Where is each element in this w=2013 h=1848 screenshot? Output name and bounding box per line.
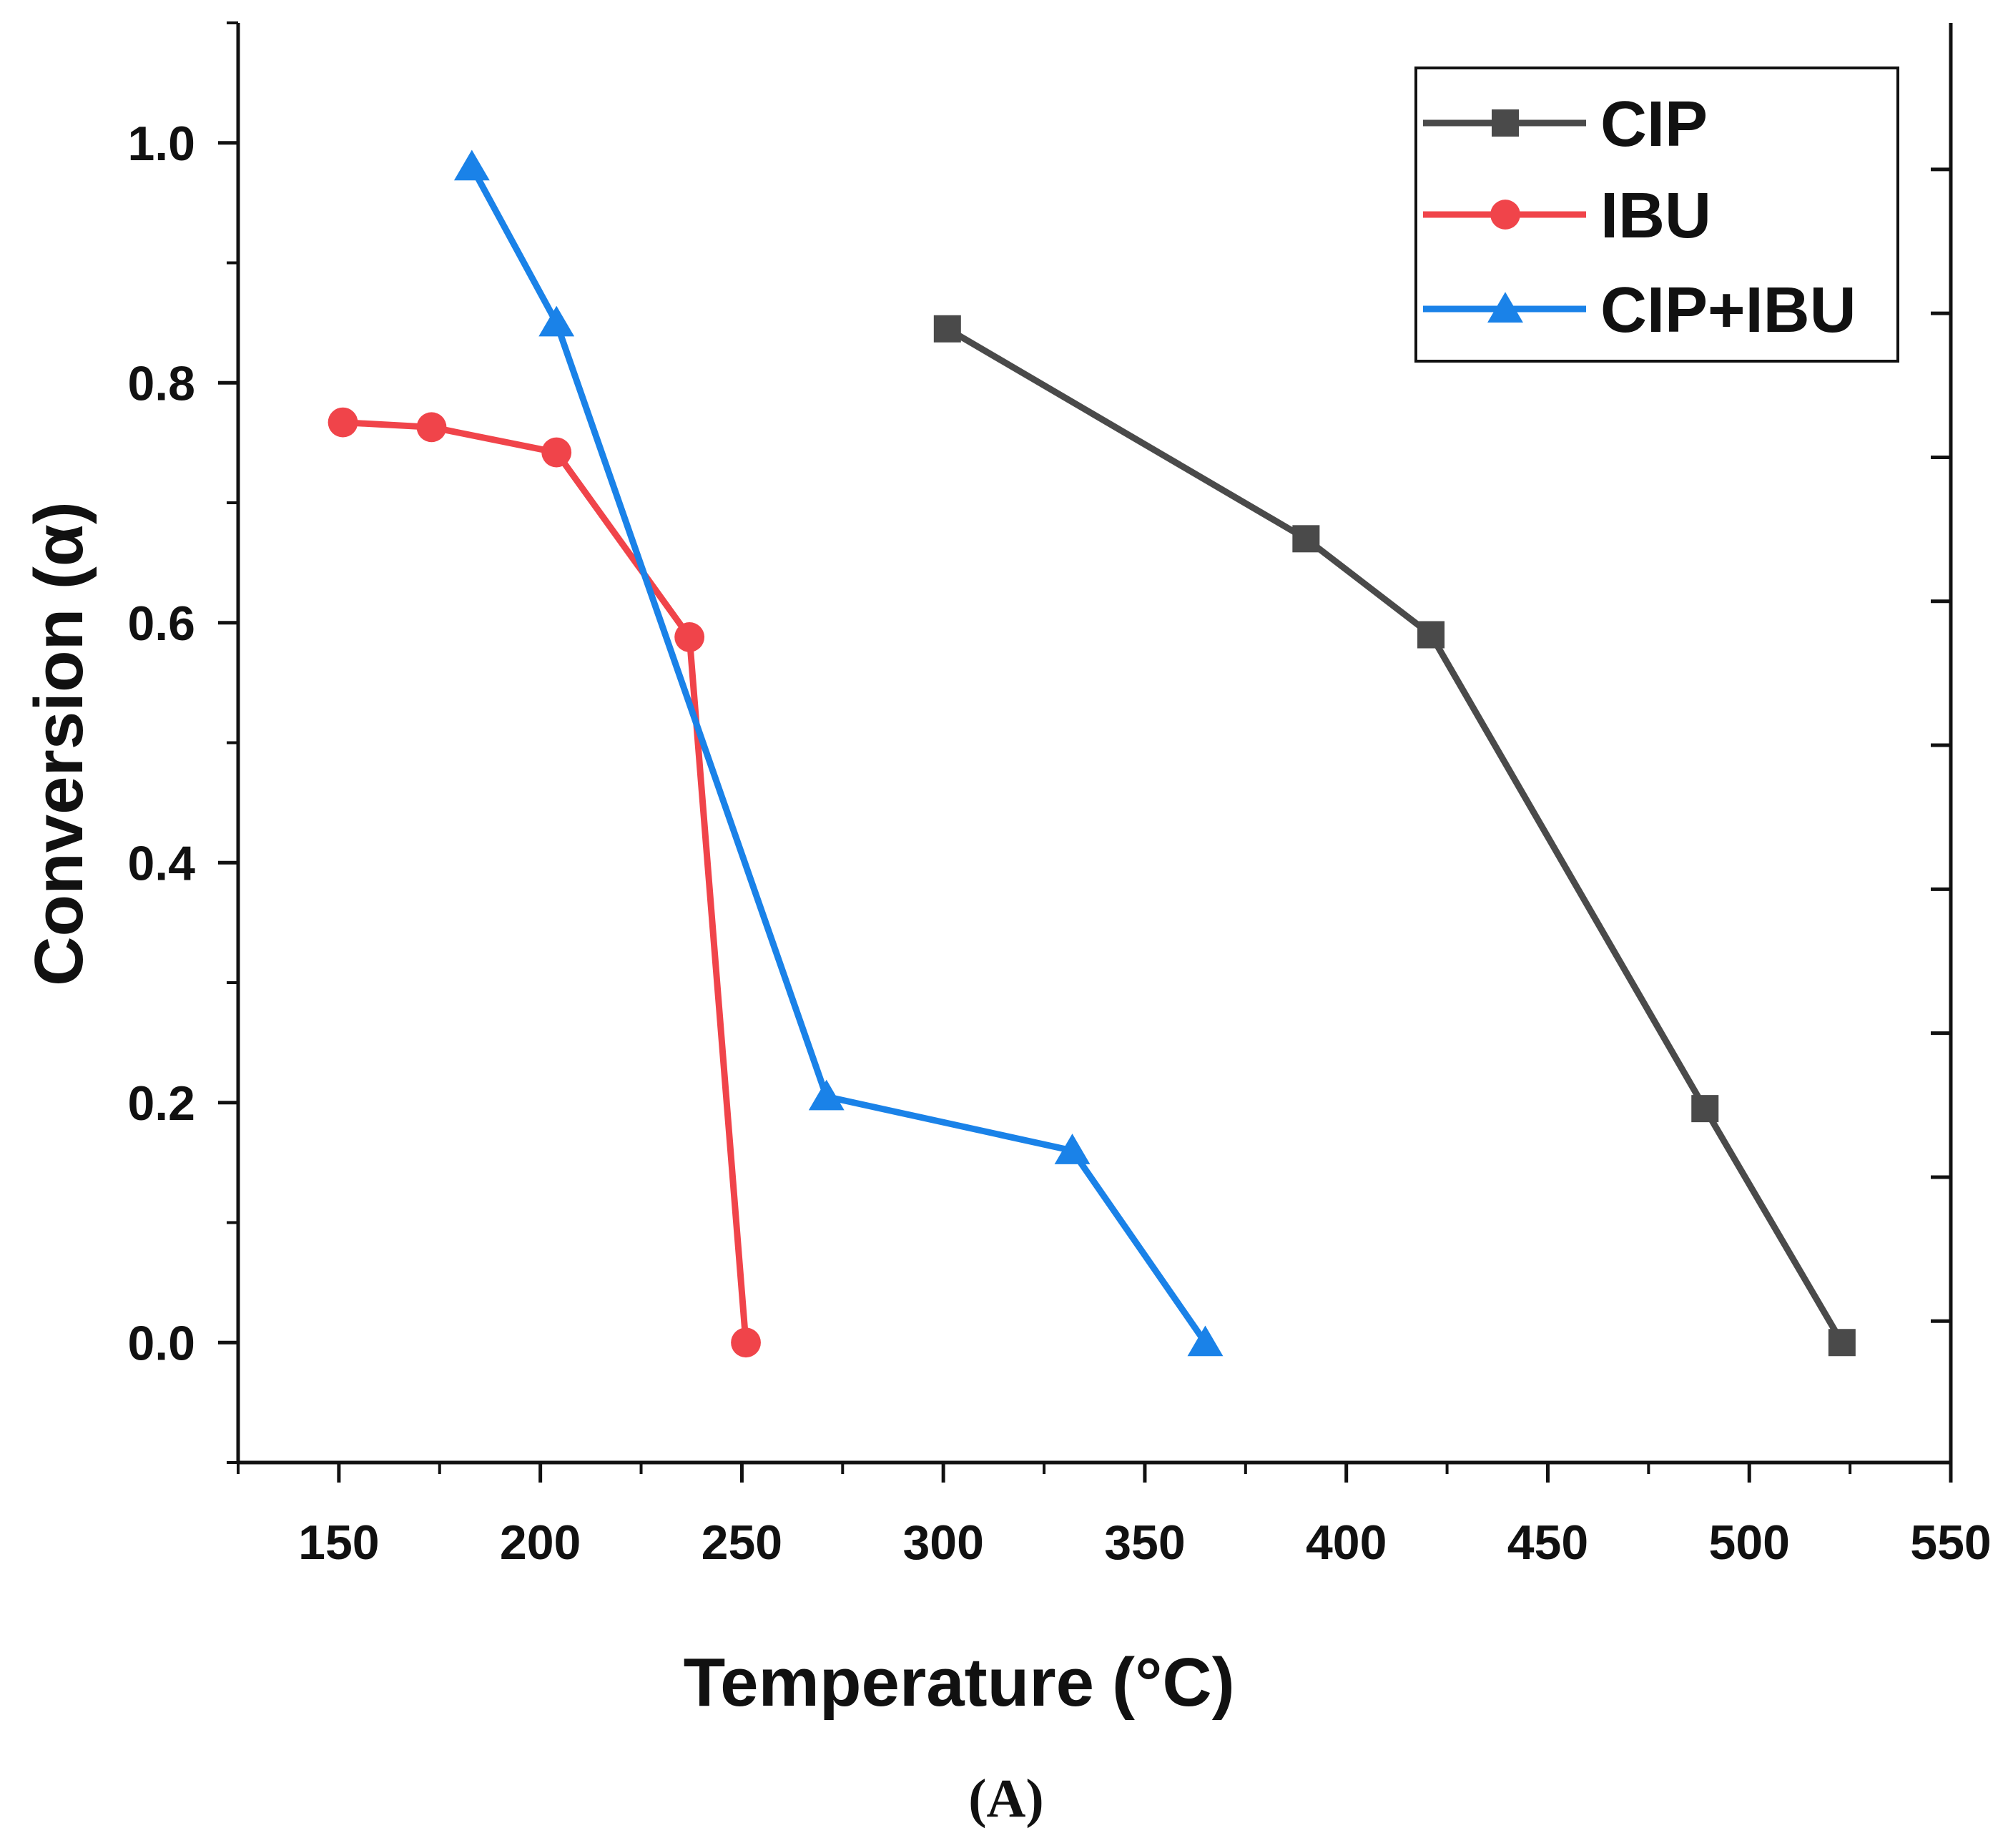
y-tick-label: 0.4 xyxy=(127,836,195,890)
data-point-cip-ibu xyxy=(808,1079,845,1111)
y-tick-label: 0.6 xyxy=(127,596,195,651)
legend-label-cip-ibu: CIP+IBU xyxy=(1600,275,1856,346)
data-point-ibu xyxy=(674,621,705,652)
x-axis-title: Temperature xyxy=(684,1644,1094,1721)
x-tick-label: 400 xyxy=(1306,1515,1387,1570)
data-point-cip-ibu xyxy=(538,305,575,337)
legend-marker-cip xyxy=(1492,109,1519,137)
series-line-cip xyxy=(945,325,1845,1345)
x-ticks xyxy=(237,1463,1953,1483)
data-point-cip xyxy=(1292,525,1320,553)
y-tick-label: 0.2 xyxy=(127,1076,195,1131)
legend-item-ibu: IBU xyxy=(1423,180,1711,252)
legend-marker-ibu xyxy=(1490,200,1520,230)
series-ibu xyxy=(328,407,761,1358)
x-tick-label: 450 xyxy=(1507,1515,1588,1570)
legend-item-cip: CIP xyxy=(1423,89,1708,160)
legend-item-cip-ibu: CIP+IBU xyxy=(1423,275,1856,346)
series-cip xyxy=(933,315,1856,1357)
data-point-cip xyxy=(1691,1095,1719,1123)
legend-marker-cip-ibu xyxy=(1487,292,1523,323)
x-tick-label: 300 xyxy=(902,1515,983,1570)
data-point-ibu xyxy=(541,437,572,468)
x-tick-label: 200 xyxy=(500,1515,581,1570)
data-point-ibu xyxy=(328,407,358,438)
data-point-cip xyxy=(933,315,961,343)
series-cip-ibu xyxy=(453,149,1224,1357)
y-tick-labels: 0.0 0.2 0.4 0.6 0.8 1.0 xyxy=(127,117,195,1371)
y-tick-label: 1.0 xyxy=(127,117,195,171)
y-tick-label: 0.8 xyxy=(127,356,195,411)
data-point-cip-ibu xyxy=(1054,1134,1091,1164)
legend: CIP IBU CIP+IBU xyxy=(1414,67,1899,363)
series-line-ibu xyxy=(343,419,749,1343)
data-point-cip-ibu xyxy=(1187,1325,1224,1357)
series-line-cip-ibu xyxy=(468,165,1209,1345)
x-tick-label: 150 xyxy=(298,1515,379,1570)
data-point-cip xyxy=(1828,1329,1856,1357)
series-layer xyxy=(328,149,1856,1358)
data-point-ibu xyxy=(731,1327,761,1358)
data-point-cip xyxy=(1417,621,1445,649)
x-tick-labels: 150 200 250 300 350 400 450 500 550 xyxy=(298,1515,1992,1570)
x-tick-label: 500 xyxy=(1709,1515,1790,1570)
y-tick-label: 0.0 xyxy=(127,1316,195,1370)
data-point-ibu xyxy=(416,412,447,443)
data-point-cip-ibu xyxy=(453,149,490,181)
x-axis-unit: (°C) xyxy=(1112,1644,1235,1721)
x-tick-label: 250 xyxy=(702,1515,782,1570)
y-axis-title: Conversion (α) xyxy=(21,501,97,986)
legend-items: CIP IBU CIP+IBU xyxy=(1423,89,1856,346)
panel-label: (A) xyxy=(968,1769,1044,1829)
right-ticks xyxy=(1931,167,1951,1323)
y-ticks xyxy=(218,21,238,1464)
x-tick-label: 550 xyxy=(1910,1515,1991,1570)
legend-label-cip: CIP xyxy=(1600,89,1708,160)
x-tick-label: 350 xyxy=(1104,1515,1185,1570)
legend-label-ibu: IBU xyxy=(1600,180,1711,252)
